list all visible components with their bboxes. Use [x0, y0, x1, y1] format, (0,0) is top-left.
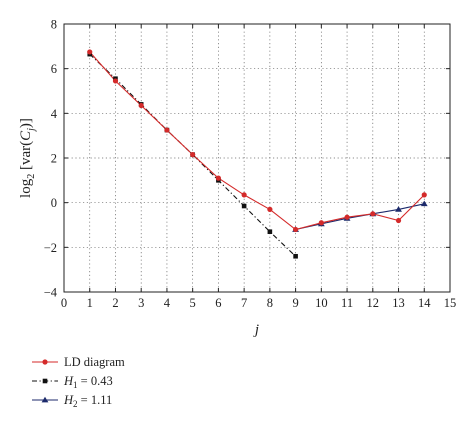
- x-tick-label: 10: [315, 296, 328, 310]
- x-tick-label: 11: [341, 296, 353, 310]
- y-tick-label: 8: [51, 18, 57, 32]
- x-tick-label: 1: [87, 296, 93, 310]
- legend-label-h1: H1 = 0.43: [63, 374, 113, 390]
- data-point-s0: [87, 49, 93, 55]
- y-tick-label: −4: [44, 286, 58, 300]
- legend-marker-h2: [41, 396, 49, 403]
- data-point-s0: [190, 152, 196, 158]
- data-point-s0: [112, 78, 119, 84]
- x-tick-label: 9: [292, 296, 298, 310]
- y-tick-label: 6: [51, 62, 57, 76]
- x-tick-label: 5: [190, 296, 196, 310]
- data-point-s0: [395, 217, 402, 224]
- y-tick-label: −2: [44, 241, 57, 255]
- data-point-s2: [420, 200, 428, 207]
- legend-marker-h1: [42, 378, 48, 384]
- x-tick-label: 4: [164, 296, 171, 310]
- data-point-s0: [164, 127, 170, 133]
- data-point-s0: [267, 206, 273, 212]
- x-tick-label: 8: [267, 296, 273, 310]
- data-point-s1: [293, 253, 298, 259]
- x-tick-label: 15: [444, 296, 457, 310]
- legend-label-ld-diagram: LD diagram: [64, 355, 125, 369]
- x-tick-label: 3: [138, 296, 144, 310]
- data-point-s0: [138, 102, 144, 109]
- y-tick-label: 2: [51, 152, 57, 166]
- data-point-s0: [421, 192, 427, 198]
- plot-series: [87, 49, 428, 259]
- series-line-0: [89, 51, 425, 231]
- x-tick-label: 0: [61, 296, 67, 310]
- y-axis-label: log2 [var(Cj)]: [18, 118, 37, 198]
- data-point-s0: [344, 214, 350, 220]
- data-point-s0: [241, 192, 247, 198]
- data-point-s0: [370, 211, 376, 217]
- y-tick-label: 0: [51, 196, 57, 210]
- y-tick-label: 4: [51, 107, 58, 121]
- plot-frame: [63, 23, 451, 293]
- x-tick-label: 6: [215, 296, 221, 310]
- data-point-s0: [318, 220, 324, 226]
- x-tick-label: 13: [392, 296, 405, 310]
- legend: LD diagram H1 = 0.43 H2 = 1.11: [32, 355, 125, 409]
- x-axis-ticks: 0 1 2 3 4 5 6 7 8 9 10 11 12 13 14 15: [61, 24, 456, 310]
- legend-label-h2: H2 = 1.11: [63, 393, 112, 409]
- series-line-1: [89, 53, 296, 257]
- data-point-s1: [267, 229, 273, 234]
- data-point-s2: [395, 206, 402, 212]
- data-point-s0: [293, 226, 299, 233]
- x-tick-label: 12: [367, 296, 380, 310]
- x-tick-label: 2: [112, 296, 118, 310]
- grid-lines: [64, 24, 450, 292]
- data-point-s0: [215, 175, 221, 181]
- legend-marker-ld-diagram: [42, 359, 48, 365]
- data-point-s1: [241, 203, 247, 209]
- y-axis-ticks: −4 −2 0 2 4 6 8: [44, 18, 450, 300]
- x-tick-label: 14: [418, 296, 431, 310]
- x-axis-label: j: [253, 322, 259, 338]
- x-tick-label: 7: [241, 296, 247, 310]
